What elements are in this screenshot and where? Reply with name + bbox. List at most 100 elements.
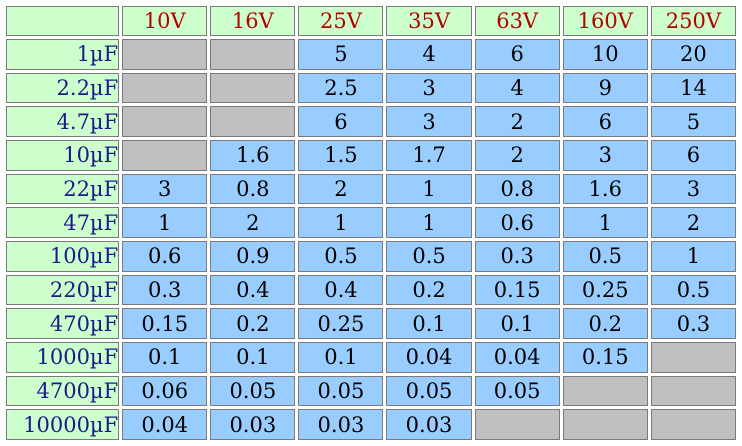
header-row: 10V 16V 25V 35V 63V 160V 250V — [6, 6, 736, 36]
empty-cell — [650, 375, 736, 407]
value-cell: 2 — [474, 139, 560, 171]
value-cell: 0.2 — [386, 274, 472, 306]
table-row: 10µF 1.6 1.5 1.7 2 3 6 — [6, 139, 736, 171]
value-cell: 2 — [298, 173, 384, 205]
value-cell: 0.03 — [298, 409, 384, 440]
value-cell: 6 — [650, 139, 736, 171]
column-header: 250V — [650, 6, 736, 36]
row-label: 4.7µF — [6, 106, 120, 137]
value-cell: 1.6 — [562, 173, 648, 205]
column-header: 16V — [210, 6, 296, 36]
table-row: 100µF 0.6 0.9 0.5 0.5 0.3 0.5 1 — [6, 240, 736, 272]
value-cell: 6 — [298, 106, 384, 137]
value-cell: 0.1 — [386, 308, 472, 339]
value-cell: 4 — [386, 39, 472, 70]
value-cell: 9 — [562, 72, 648, 104]
value-cell: 0.5 — [298, 240, 384, 272]
value-cell: 0.25 — [562, 274, 648, 306]
value-cell: 1 — [122, 207, 208, 238]
value-cell: 0.03 — [210, 409, 296, 440]
value-cell: 6 — [562, 106, 648, 137]
value-cell: 0.05 — [386, 375, 472, 407]
value-cell: 0.1 — [210, 341, 296, 373]
empty-cell — [122, 139, 208, 171]
value-cell: 14 — [650, 72, 736, 104]
value-cell: 5 — [650, 106, 736, 137]
column-header: 63V — [474, 6, 560, 36]
row-label: 1000µF — [6, 341, 120, 373]
table-row: 2.2µF 2.5 3 4 9 14 — [6, 72, 736, 104]
value-cell: 2 — [650, 207, 736, 238]
table-row: 4.7µF 6 3 2 6 5 — [6, 106, 736, 137]
value-cell: 0.5 — [386, 240, 472, 272]
value-cell: 1 — [386, 207, 472, 238]
value-cell: 0.1 — [122, 341, 208, 373]
value-cell: 0.6 — [474, 207, 560, 238]
value-cell: 0.5 — [650, 274, 736, 306]
row-label: 4700µF — [6, 375, 120, 407]
table-row: 220µF 0.3 0.4 0.4 0.2 0.15 0.25 0.5 — [6, 274, 736, 306]
value-cell: 3 — [650, 173, 736, 205]
value-cell: 1.5 — [298, 139, 384, 171]
row-label: 100µF — [6, 240, 120, 272]
row-label: 1µF — [6, 39, 120, 70]
column-header: 160V — [562, 6, 648, 36]
value-cell: 0.06 — [122, 375, 208, 407]
value-cell: 3 — [386, 72, 472, 104]
value-cell: 0.1 — [474, 308, 560, 339]
empty-cell — [122, 72, 208, 104]
empty-cell — [122, 106, 208, 137]
value-cell: 10 — [562, 39, 648, 70]
empty-cell — [474, 409, 560, 440]
value-cell: 5 — [298, 39, 384, 70]
value-cell: 3 — [386, 106, 472, 137]
table-row: 1000µF 0.1 0.1 0.1 0.04 0.04 0.15 — [6, 341, 736, 373]
value-cell: 0.5 — [562, 240, 648, 272]
row-label: 220µF — [6, 274, 120, 306]
empty-cell — [562, 409, 648, 440]
value-cell: 1 — [562, 207, 648, 238]
value-cell: 0.4 — [298, 274, 384, 306]
column-header: 35V — [386, 6, 472, 36]
empty-cell — [562, 375, 648, 407]
value-cell: 0.3 — [122, 274, 208, 306]
value-cell: 0.05 — [474, 375, 560, 407]
value-cell: 1 — [386, 173, 472, 205]
value-cell: 0.04 — [386, 341, 472, 373]
value-cell: 1.6 — [210, 139, 296, 171]
value-cell: 3 — [562, 139, 648, 171]
empty-cell — [122, 39, 208, 70]
row-label: 2.2µF — [6, 72, 120, 104]
value-cell: 0.9 — [210, 240, 296, 272]
value-cell: 0.2 — [562, 308, 648, 339]
value-cell: 0.3 — [474, 240, 560, 272]
empty-cell — [210, 106, 296, 137]
table-row: 1µF 5 4 6 10 20 — [6, 39, 736, 70]
value-cell: 1 — [298, 207, 384, 238]
value-cell: 2 — [474, 106, 560, 137]
capacitor-esr-table: 10V 16V 25V 35V 63V 160V 250V 1µF 5 4 6 10 20… — [3, 3, 739, 443]
value-cell: 0.15 — [474, 274, 560, 306]
value-cell: 0.05 — [210, 375, 296, 407]
row-label: 47µF — [6, 207, 120, 238]
value-cell: 2 — [210, 207, 296, 238]
value-cell: 0.6 — [122, 240, 208, 272]
value-cell: 0.25 — [298, 308, 384, 339]
table-row: 22µF 3 0.8 2 1 0.8 1.6 3 — [6, 173, 736, 205]
value-cell: 2.5 — [298, 72, 384, 104]
empty-cell — [210, 72, 296, 104]
capacitor-table-container: 10V 16V 25V 35V 63V 160V 250V 1µF 5 4 6 10 20… — [3, 3, 739, 443]
column-header: 10V — [122, 6, 208, 36]
value-cell: 0.04 — [474, 341, 560, 373]
column-header: 25V — [298, 6, 384, 36]
value-cell: 6 — [474, 39, 560, 70]
value-cell: 20 — [650, 39, 736, 70]
row-label: 470µF — [6, 308, 120, 339]
value-cell: 0.15 — [562, 341, 648, 373]
row-label: 10000µF — [6, 409, 120, 440]
value-cell: 1.7 — [386, 139, 472, 171]
value-cell: 0.04 — [122, 409, 208, 440]
value-cell: 3 — [122, 173, 208, 205]
value-cell: 1 — [650, 240, 736, 272]
row-label: 10µF — [6, 139, 120, 171]
